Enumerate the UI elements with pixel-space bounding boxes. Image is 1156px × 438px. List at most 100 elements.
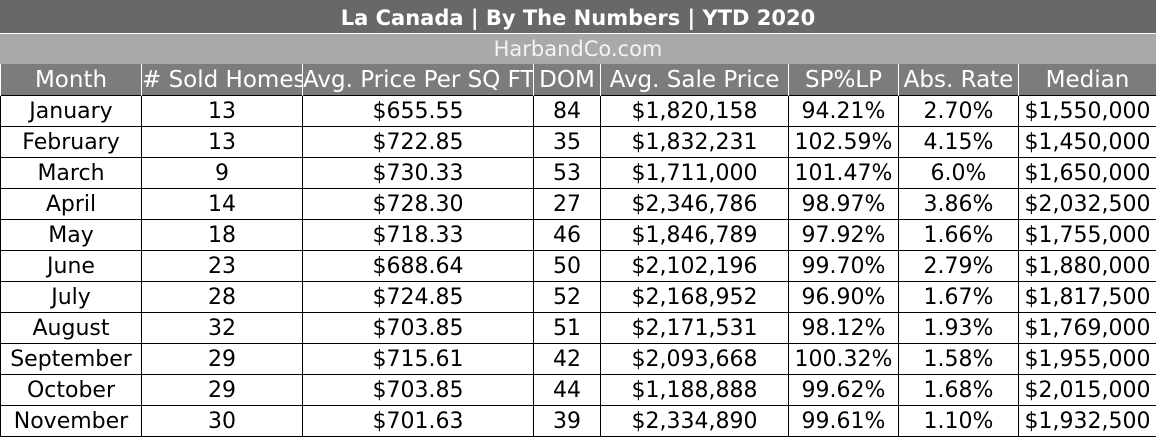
table-cell: 53 bbox=[533, 157, 601, 189]
table-cell: 18 bbox=[141, 219, 303, 251]
month-cell: September bbox=[0, 343, 142, 375]
table-cell: 1.93% bbox=[898, 312, 1019, 344]
table-row: March 9 $730.33 53 $1,711,000 101.47% 6.0% $1,6… bbox=[0, 157, 1156, 189]
table-row: November 30 $701.63 39 $2,334,890 99.61% 1.10%… bbox=[0, 405, 1156, 437]
table-cell: 46 bbox=[533, 219, 601, 251]
table-cell: $1,846,789 bbox=[600, 219, 789, 251]
table-cell: 1.67% bbox=[898, 281, 1019, 313]
table-cell: 99.62% bbox=[788, 374, 899, 406]
table-cell: 23 bbox=[141, 250, 303, 282]
table-cell: 29 bbox=[141, 343, 303, 375]
table-cell: $1,955,000 bbox=[1018, 343, 1156, 375]
header-row: Month # Sold Homes Avg. Price Per SQ FT DOM… bbox=[0, 64, 1156, 96]
table-cell: 99.70% bbox=[788, 250, 899, 282]
table-cell: 94.21% bbox=[788, 95, 899, 127]
month-cell: June bbox=[0, 250, 142, 282]
column-header: Median bbox=[1018, 64, 1156, 96]
table-row: August 32 $703.85 51 $2,171,531 98.12% 1.93% $1… bbox=[0, 312, 1156, 344]
table-cell: 99.61% bbox=[788, 405, 899, 437]
table-cell: 96.90% bbox=[788, 281, 899, 313]
month-cell: May bbox=[0, 219, 142, 251]
table-cell: 9 bbox=[141, 157, 303, 189]
month-cell: November bbox=[0, 405, 142, 437]
table-cell: 6.0% bbox=[898, 157, 1019, 189]
table-cell: 2.79% bbox=[898, 250, 1019, 282]
table-cell: $1,880,000 bbox=[1018, 250, 1156, 282]
table-cell: $1,550,000 bbox=[1018, 95, 1156, 127]
table-cell: 101.47% bbox=[788, 157, 899, 189]
table-cell: 97.92% bbox=[788, 219, 899, 251]
table-cell: 4.15% bbox=[898, 126, 1019, 158]
table-row: February 13 $722.85 35 $1,832,231 102.59% 4.15… bbox=[0, 126, 1156, 158]
table-cell: 14 bbox=[141, 188, 303, 220]
month-cell: October bbox=[0, 374, 142, 406]
table-cell: 98.12% bbox=[788, 312, 899, 344]
table-cell: 1.58% bbox=[898, 343, 1019, 375]
table-cell: $688.64 bbox=[302, 250, 534, 282]
table-cell: 1.66% bbox=[898, 219, 1019, 251]
table-cell: $2,346,786 bbox=[600, 188, 789, 220]
table-cell: 51 bbox=[533, 312, 601, 344]
table-cell: 3.86% bbox=[898, 188, 1019, 220]
table-cell: 84 bbox=[533, 95, 601, 127]
table-cell: $2,168,952 bbox=[600, 281, 789, 313]
month-cell: February bbox=[0, 126, 142, 158]
table-row: January 13 $655.55 84 $1,820,158 94.21% 2.70% $… bbox=[0, 95, 1156, 127]
column-header: SP%LP bbox=[788, 64, 899, 96]
column-header: Avg. Price Per SQ FT bbox=[302, 64, 534, 96]
table-cell: 30 bbox=[141, 405, 303, 437]
table-cell: $703.85 bbox=[302, 374, 534, 406]
table-cell: 2.70% bbox=[898, 95, 1019, 127]
sheet-subtitle: HarbandCo.com bbox=[0, 34, 1156, 64]
table-row: June 23 $688.64 50 $2,102,196 99.70% 2.79% $1,8… bbox=[0, 250, 1156, 282]
table-cell: $730.33 bbox=[302, 157, 534, 189]
month-cell: July bbox=[0, 281, 142, 313]
table-cell: 1.10% bbox=[898, 405, 1019, 437]
table-body: January 13 $655.55 84 $1,820,158 94.21% 2.70% $… bbox=[0, 95, 1156, 437]
table-cell: $701.63 bbox=[302, 405, 534, 437]
table-cell: $722.85 bbox=[302, 126, 534, 158]
column-header: DOM bbox=[533, 64, 601, 96]
table-cell: 27 bbox=[533, 188, 601, 220]
table-row: April 14 $728.30 27 $2,346,786 98.97% 3.86% $2,… bbox=[0, 188, 1156, 220]
table-cell: 29 bbox=[141, 374, 303, 406]
month-cell: April bbox=[0, 188, 142, 220]
table-cell: 13 bbox=[141, 95, 303, 127]
table-cell: $1,932,500 bbox=[1018, 405, 1156, 437]
table-cell: $715.61 bbox=[302, 343, 534, 375]
table-cell: $2,015,000 bbox=[1018, 374, 1156, 406]
table-cell: 50 bbox=[533, 250, 601, 282]
table-cell: 44 bbox=[533, 374, 601, 406]
column-header: # Sold Homes bbox=[141, 64, 303, 96]
table-cell: $1,450,000 bbox=[1018, 126, 1156, 158]
month-cell: March bbox=[0, 157, 142, 189]
table-cell: $1,755,000 bbox=[1018, 219, 1156, 251]
table-cell: $1,817,500 bbox=[1018, 281, 1156, 313]
table-cell: $1,650,000 bbox=[1018, 157, 1156, 189]
table-cell: 35 bbox=[533, 126, 601, 158]
table-cell: $1,820,158 bbox=[600, 95, 789, 127]
table-row: May 18 $718.33 46 $1,846,789 97.92% 1.66% $1,75… bbox=[0, 219, 1156, 251]
table-cell: $1,832,231 bbox=[600, 126, 789, 158]
month-cell: January bbox=[0, 95, 142, 127]
table-cell: $2,171,531 bbox=[600, 312, 789, 344]
month-cell: August bbox=[0, 312, 142, 344]
table-cell: 102.59% bbox=[788, 126, 899, 158]
table-cell: $724.85 bbox=[302, 281, 534, 313]
table-cell: 52 bbox=[533, 281, 601, 313]
table-cell: 98.97% bbox=[788, 188, 899, 220]
table-cell: 13 bbox=[141, 126, 303, 158]
table-cell: $718.33 bbox=[302, 219, 534, 251]
table-cell: $2,093,668 bbox=[600, 343, 789, 375]
table-cell: $1,188,888 bbox=[600, 374, 789, 406]
table-cell: 32 bbox=[141, 312, 303, 344]
table-cell: 1.68% bbox=[898, 374, 1019, 406]
table-row: October 29 $703.85 44 $1,188,888 99.62% 1.68% $… bbox=[0, 374, 1156, 406]
table-cell: $2,032,500 bbox=[1018, 188, 1156, 220]
table-row: September 29 $715.61 42 $2,093,668 100.32% 1.5… bbox=[0, 343, 1156, 375]
table-cell: 39 bbox=[533, 405, 601, 437]
table-cell: $2,102,196 bbox=[600, 250, 789, 282]
table-cell: 28 bbox=[141, 281, 303, 313]
sheet-title: La Canada | By The Numbers | YTD 2020 bbox=[0, 0, 1156, 34]
